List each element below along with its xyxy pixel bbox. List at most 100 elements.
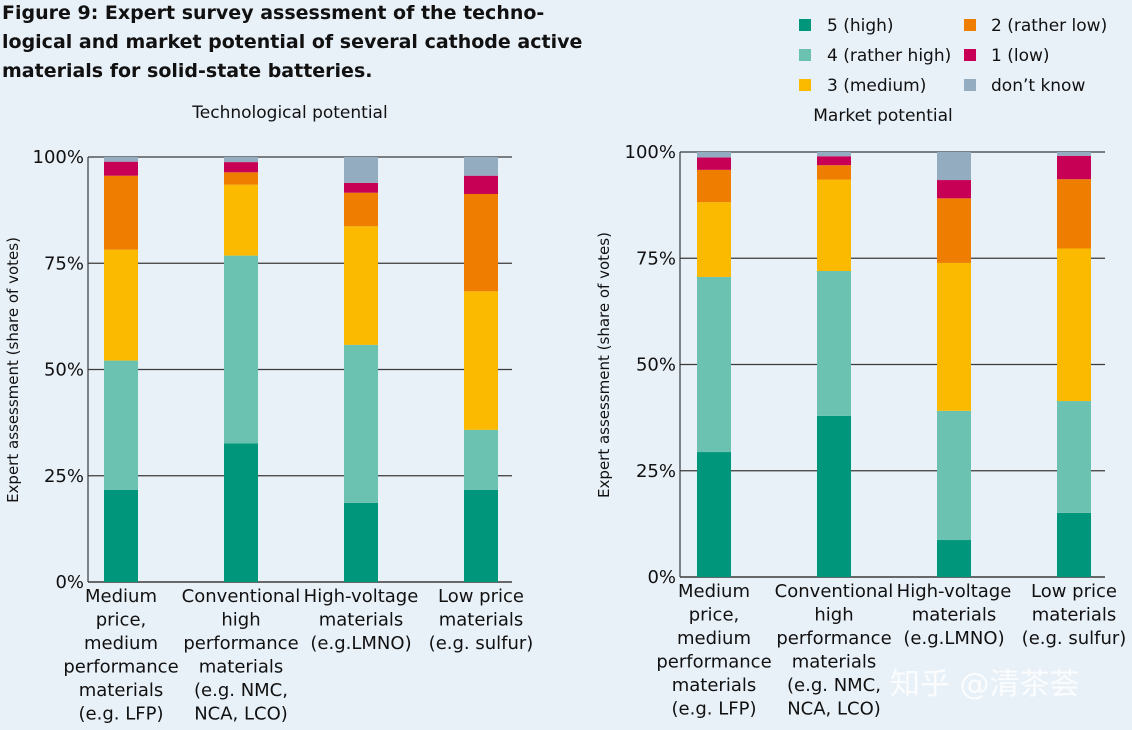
y-tick-label: 75% (636, 248, 676, 269)
y-tick-label: 25% (636, 461, 676, 482)
bar-segment (697, 276, 731, 453)
bar-segment (1057, 512, 1091, 577)
x-tick-label: materials (672, 675, 757, 696)
y-tick-label: 50% (636, 355, 676, 376)
y-tick-label: 0% (55, 572, 84, 593)
bar-segment (464, 291, 498, 430)
legend-swatch-3-medium (799, 79, 811, 91)
x-tick-label: (e.g.LMNO) (903, 628, 1004, 649)
bar-segment (224, 255, 258, 444)
bar-segment (1057, 155, 1091, 180)
x-tick-label: (e.g. NMC, (194, 680, 288, 701)
bar-segment (937, 262, 971, 411)
figure-title: Figure 9: Expert survey assessment of th… (2, 2, 582, 82)
chart-technological-potential: Technological potential Expert assessment… (4, 103, 533, 725)
x-tick-label: performance (776, 628, 891, 649)
chart-market-potential: Market potential Expert assessment (share… (595, 106, 1126, 720)
bar-segment (104, 175, 138, 250)
watermark: 知乎 @清茶荟 (890, 667, 1080, 702)
bar-segment (344, 182, 378, 193)
legend-swatch-dont-know (964, 79, 976, 91)
bar-segment (104, 249, 138, 361)
x-tick-label: (e.g.LMNO) (310, 633, 411, 654)
x-tick-label: Medium (678, 581, 750, 602)
y-tick-label: 100% (625, 142, 676, 163)
x-tick-label: Medium (85, 586, 157, 607)
x-tick-label: materials (79, 680, 164, 701)
x-tick-label: price, (96, 610, 147, 631)
figure-title-line-2: logical and market potential of several … (2, 31, 582, 53)
x-tick-label: materials (1032, 605, 1117, 626)
bar-segment (1057, 401, 1091, 513)
x-tick-label: materials (912, 605, 997, 626)
x-tick-label: medium (84, 633, 158, 654)
y-tick-label: 0% (647, 567, 676, 588)
y-tick-label: 75% (44, 253, 84, 274)
bar-segment (817, 271, 851, 416)
x-tick-label: performance (656, 652, 771, 673)
bar-segment (104, 157, 138, 162)
bar-segment (1057, 152, 1091, 156)
bar-segment (817, 165, 851, 180)
x-tick-label: (e.g. NMC, (787, 675, 881, 696)
x-tick-label: (e.g. sulfur) (1022, 628, 1127, 649)
legend-swatch-1-low (964, 49, 976, 61)
bar-segment (344, 226, 378, 345)
legend-label-4-rather-high: 4 (rather high) (827, 46, 951, 66)
y-tick-label: 25% (44, 466, 84, 487)
bar-segment (464, 429, 498, 490)
chart-title: Technological potential (191, 103, 387, 123)
legend-swatch-4-rather-high (799, 49, 811, 61)
legend-swatch-2-rather-low (964, 19, 976, 31)
y-axis-label: Expert assessment (share of votes) (4, 237, 22, 503)
bar-segment (937, 540, 971, 577)
bar-segment (1057, 248, 1091, 402)
figure-title-line-1: Figure 9: Expert survey assessment of th… (2, 2, 544, 24)
bar-segment (104, 161, 138, 176)
x-tick-label: Low price (438, 586, 524, 607)
x-tick-label: high (814, 605, 853, 626)
x-tick-label: High-voltage (897, 581, 1012, 602)
x-tick-label: materials (439, 610, 524, 631)
x-tick-label: materials (792, 652, 877, 673)
x-tick-label: materials (319, 610, 404, 631)
bar-segment (1057, 179, 1091, 249)
bar-segment (817, 415, 851, 577)
bar-segment (937, 410, 971, 541)
bar-segment (464, 193, 498, 292)
bar-segment (817, 156, 851, 166)
legend-swatch-5-high (799, 19, 811, 31)
legend-label-1-low: 1 (low) (991, 46, 1050, 66)
chart-title: Market potential (813, 106, 952, 126)
legend-label-dont-know: don’t know (991, 76, 1085, 96)
bar-segment (464, 157, 498, 176)
x-tick-label: NCA, LCO) (194, 704, 288, 725)
bar-segment (697, 202, 731, 277)
x-tick-label: NCA, LCO) (787, 699, 881, 720)
legend-label-3-medium: 3 (medium) (827, 76, 926, 96)
y-tick-label: 50% (44, 360, 84, 381)
bar-segment (817, 152, 851, 157)
x-tick-label: (e.g. LFP) (672, 699, 757, 720)
bar-segment (344, 344, 378, 503)
bar-segment (224, 157, 258, 163)
y-tick-label: 100% (33, 147, 84, 168)
x-tick-label: medium (677, 628, 751, 649)
bar-segment (224, 162, 258, 173)
x-tick-label: Conventional (182, 586, 301, 607)
bar-segment (817, 179, 851, 271)
bar-segment (224, 172, 258, 185)
bar-segment (697, 169, 731, 203)
y-axis-label: Expert assessment (share of votes) (595, 232, 613, 498)
x-tick-label: High-voltage (304, 586, 419, 607)
bar-segment (104, 489, 138, 582)
bar-segment (224, 443, 258, 582)
bar-segment (464, 489, 498, 582)
x-tick-label: performance (63, 657, 178, 678)
bar-segment (464, 175, 498, 194)
figure-title-line-3: materials for solid-state batteries. (2, 60, 372, 82)
bar-segment (697, 157, 731, 170)
bar-segment (937, 198, 971, 263)
legend-label-2-rather-low: 2 (rather low) (991, 16, 1107, 36)
